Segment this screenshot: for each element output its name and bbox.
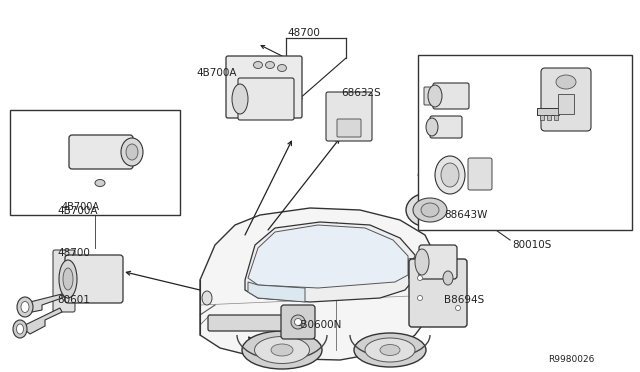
Text: 48700: 48700 xyxy=(57,248,90,258)
Polygon shape xyxy=(28,294,62,312)
Polygon shape xyxy=(200,208,435,360)
Text: 4B700A: 4B700A xyxy=(57,206,97,216)
Ellipse shape xyxy=(421,203,439,217)
Polygon shape xyxy=(248,282,305,302)
FancyBboxPatch shape xyxy=(238,78,294,120)
FancyBboxPatch shape xyxy=(409,259,467,327)
Text: R9980026: R9980026 xyxy=(548,355,595,364)
Bar xyxy=(558,94,574,114)
Text: 80601: 80601 xyxy=(57,295,90,305)
Ellipse shape xyxy=(365,338,415,362)
FancyBboxPatch shape xyxy=(337,119,361,137)
Ellipse shape xyxy=(435,156,465,194)
Ellipse shape xyxy=(59,260,77,298)
FancyBboxPatch shape xyxy=(433,83,469,109)
Ellipse shape xyxy=(441,163,459,187)
Ellipse shape xyxy=(417,295,422,301)
FancyBboxPatch shape xyxy=(424,87,438,105)
Bar xyxy=(547,115,551,120)
Ellipse shape xyxy=(417,276,422,280)
Polygon shape xyxy=(245,222,415,302)
Ellipse shape xyxy=(266,61,275,68)
FancyBboxPatch shape xyxy=(468,158,492,190)
Polygon shape xyxy=(25,308,62,334)
Ellipse shape xyxy=(380,344,400,356)
Polygon shape xyxy=(408,258,415,278)
Bar xyxy=(10,110,180,215)
Ellipse shape xyxy=(428,85,442,107)
Ellipse shape xyxy=(63,268,73,290)
Bar xyxy=(537,108,559,115)
FancyBboxPatch shape xyxy=(414,257,434,294)
Ellipse shape xyxy=(426,118,438,136)
Text: 68632S: 68632S xyxy=(341,88,381,98)
Text: 88643W: 88643W xyxy=(444,210,488,220)
Ellipse shape xyxy=(232,84,248,114)
Ellipse shape xyxy=(291,315,305,329)
Text: 80010S: 80010S xyxy=(512,240,552,250)
FancyBboxPatch shape xyxy=(69,135,133,169)
FancyBboxPatch shape xyxy=(326,92,372,141)
Text: B8694S: B8694S xyxy=(444,295,484,305)
Ellipse shape xyxy=(413,198,447,222)
Ellipse shape xyxy=(255,337,310,363)
Ellipse shape xyxy=(271,344,293,356)
Ellipse shape xyxy=(354,333,426,367)
Ellipse shape xyxy=(242,331,322,369)
Ellipse shape xyxy=(415,249,429,275)
Ellipse shape xyxy=(13,320,27,338)
Ellipse shape xyxy=(121,138,143,166)
Ellipse shape xyxy=(443,271,453,285)
FancyBboxPatch shape xyxy=(281,305,315,339)
Bar xyxy=(540,115,544,120)
Ellipse shape xyxy=(202,291,212,305)
Ellipse shape xyxy=(278,64,287,71)
Bar xyxy=(418,55,632,230)
FancyBboxPatch shape xyxy=(65,255,123,303)
Polygon shape xyxy=(248,225,408,288)
Ellipse shape xyxy=(21,301,29,312)
Ellipse shape xyxy=(406,192,454,228)
Ellipse shape xyxy=(556,75,576,89)
Text: 48700: 48700 xyxy=(287,28,320,38)
FancyBboxPatch shape xyxy=(541,68,591,131)
Text: 4B700A: 4B700A xyxy=(196,68,237,78)
Ellipse shape xyxy=(17,297,33,317)
FancyBboxPatch shape xyxy=(226,56,302,118)
Text: 4B700A: 4B700A xyxy=(62,202,100,212)
FancyBboxPatch shape xyxy=(419,245,457,279)
FancyBboxPatch shape xyxy=(430,116,462,138)
Ellipse shape xyxy=(126,144,138,160)
Ellipse shape xyxy=(17,324,24,334)
Bar xyxy=(554,115,558,120)
Ellipse shape xyxy=(456,305,461,311)
FancyBboxPatch shape xyxy=(53,250,75,312)
Ellipse shape xyxy=(253,61,262,68)
Ellipse shape xyxy=(95,180,105,186)
FancyBboxPatch shape xyxy=(208,315,290,331)
Ellipse shape xyxy=(294,318,301,326)
Text: -B0600N: -B0600N xyxy=(298,320,342,330)
